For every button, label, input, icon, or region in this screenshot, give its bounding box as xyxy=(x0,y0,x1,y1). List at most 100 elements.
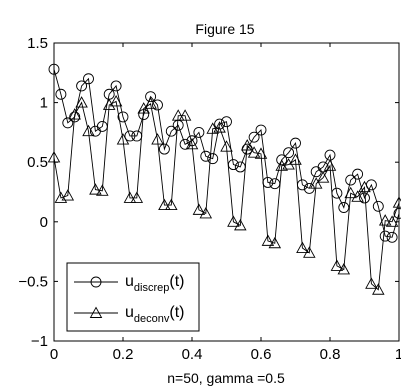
data-point-circle xyxy=(352,168,364,180)
y-tick-label: 1.5 xyxy=(27,35,48,52)
data-point-triangle xyxy=(185,137,199,150)
data-point-triangle xyxy=(261,234,275,246)
x-axis: 0 0.2 0.4 0.6 0.8 1 xyxy=(50,43,401,363)
data-point-circle xyxy=(179,138,191,150)
data-point-circle xyxy=(372,200,384,212)
x-tick-label: 0.4 xyxy=(182,346,203,363)
data-point-triangle xyxy=(165,198,178,211)
data-point-triangle xyxy=(82,124,95,137)
legend-label-discrep: udiscrep(t) xyxy=(125,273,184,294)
data-point-circle xyxy=(83,73,94,85)
data-point-circle xyxy=(393,208,401,219)
data-point-circle xyxy=(345,174,357,186)
data-point-circle xyxy=(152,99,163,111)
data-point-triangle xyxy=(351,190,364,202)
data-point-triangle xyxy=(378,214,392,226)
data-point-circle xyxy=(62,117,74,129)
data-point-triangle xyxy=(158,198,171,211)
data-point-circle xyxy=(193,126,205,138)
data-point-triangle xyxy=(220,140,233,152)
data-point-circle xyxy=(221,116,232,128)
data-point-triangle xyxy=(296,241,309,253)
data-point-triangle xyxy=(144,97,157,109)
data-point-triangle xyxy=(192,203,206,215)
data-point-circle xyxy=(158,143,170,155)
series-deconv xyxy=(47,94,401,295)
data-point-circle xyxy=(145,91,157,103)
data-point-circle xyxy=(76,80,88,92)
x-tick-label: 0.6 xyxy=(251,346,272,363)
legend-marker-triangle xyxy=(89,306,103,318)
data-point-circle xyxy=(338,202,350,213)
data-point-triangle xyxy=(178,109,192,121)
data-point-triangle xyxy=(199,207,213,219)
data-point-triangle xyxy=(247,146,261,158)
data-point-triangle xyxy=(240,139,254,151)
legend-box xyxy=(66,262,200,332)
data-point-triangle xyxy=(303,246,316,258)
legend-marker-circle xyxy=(90,276,102,288)
data-point-triangle xyxy=(268,236,282,249)
data-point-triangle xyxy=(75,96,88,108)
data-point-triangle xyxy=(151,133,164,145)
y-tick-label: 0.5 xyxy=(27,154,48,171)
data-point-circle xyxy=(214,118,226,130)
data-point-circle xyxy=(55,88,67,100)
data-point-triangle xyxy=(254,147,268,159)
data-point-triangle xyxy=(206,122,219,134)
y-tick-label: −0.5 xyxy=(18,273,48,290)
x-tick-label: 1 xyxy=(395,346,401,363)
data-point-triangle xyxy=(289,153,302,165)
data-point-triangle xyxy=(89,183,102,195)
y-tick-label: −1 xyxy=(31,333,48,350)
data-point-triangle xyxy=(227,215,240,227)
x-tick-label: 0.8 xyxy=(320,346,341,363)
data-point-triangle xyxy=(365,277,378,289)
legend: udiscrep(t) udeconv(t) xyxy=(66,262,200,332)
data-point-triangle xyxy=(372,283,385,295)
data-point-triangle xyxy=(123,191,137,203)
data-point-triangle xyxy=(309,177,323,189)
x-axis-label: n=50, gamma =0.5 xyxy=(167,370,285,386)
x-tick-label: 0.2 xyxy=(113,346,134,363)
legend-label-deconv: udeconv(t) xyxy=(125,304,185,325)
data-point-triangle xyxy=(316,171,330,183)
data-point-circle xyxy=(124,130,136,142)
series-discrep xyxy=(48,63,401,243)
data-point-triangle xyxy=(96,184,109,196)
data-point-triangle xyxy=(275,159,288,171)
data-point-triangle xyxy=(234,218,247,231)
data-point-triangle xyxy=(323,159,337,171)
data-point-triangle xyxy=(392,196,401,208)
data-point-triangle xyxy=(116,133,130,145)
y-tick-label: 0 xyxy=(40,214,48,231)
data-point-circle xyxy=(276,154,288,166)
data-point-triangle xyxy=(47,150,61,163)
data-point-triangle xyxy=(130,191,144,203)
y-tick-label: 1 xyxy=(40,95,48,112)
data-point-circle xyxy=(207,153,219,165)
data-point-circle xyxy=(283,147,295,159)
data-point-circle xyxy=(255,124,267,136)
data-point-triangle xyxy=(61,189,75,201)
data-point-triangle xyxy=(102,98,116,110)
data-point-triangle xyxy=(344,186,357,199)
data-point-circle xyxy=(69,111,81,123)
data-point-triangle xyxy=(330,259,344,271)
data-point-circle xyxy=(248,131,260,143)
data-point-circle xyxy=(165,125,177,137)
data-point-circle xyxy=(117,111,129,123)
data-point-triangle xyxy=(109,94,123,107)
data-point-triangle xyxy=(385,215,399,227)
data-point-circle xyxy=(379,230,391,242)
x-tick-label: 0 xyxy=(50,346,58,363)
chart-title: Figure 15 xyxy=(195,21,254,37)
data-point-triangle xyxy=(337,263,351,275)
data-point-triangle xyxy=(358,180,371,193)
data-point-triangle xyxy=(213,121,226,133)
data-point-circle xyxy=(48,63,60,75)
data-point-circle xyxy=(290,137,301,149)
data-point-triangle xyxy=(68,108,81,120)
y-axis: −1 −0.5 0 0.5 1 1.5 xyxy=(18,35,399,350)
